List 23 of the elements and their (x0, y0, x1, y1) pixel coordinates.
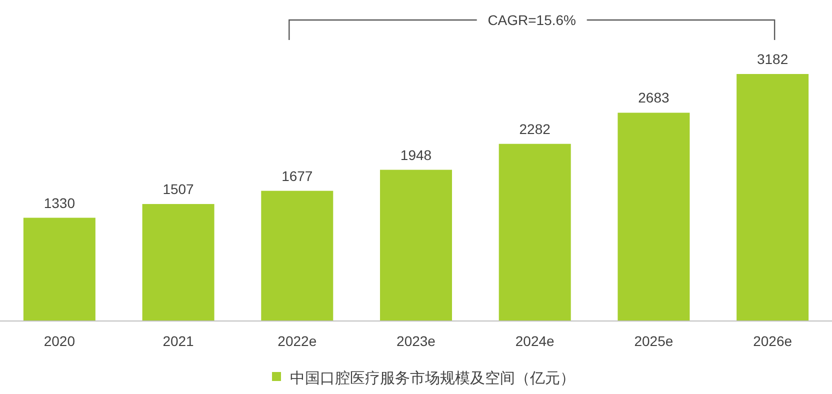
x-tick-label: 2023e (396, 333, 436, 349)
bar (498, 144, 571, 321)
bar (142, 204, 214, 321)
data-label: 3182 (756, 51, 788, 67)
x-tick-label: 2025e (634, 333, 674, 349)
bar (618, 112, 690, 321)
data-label: 1330 (44, 194, 76, 211)
x-tick-label: 2022e (278, 333, 317, 349)
x-tick-label: 2021 (162, 333, 194, 349)
bar (736, 74, 809, 321)
x-tick-label: 2026e (753, 333, 792, 349)
data-label: 2683 (638, 90, 670, 106)
data-label: 1507 (162, 181, 194, 198)
text: CAGR=15.6% (488, 12, 576, 28)
bar (23, 218, 96, 321)
x-tick-label: 2020 (44, 333, 76, 349)
data-label: 2282 (519, 120, 551, 137)
bar (380, 170, 452, 321)
data-label: 1948 (400, 146, 432, 163)
legend-label: 中国口腔医疗服务市场规模及空间（亿元） (290, 370, 575, 387)
x-tick-label: 2024e (515, 333, 555, 349)
data-label: 1677 (282, 168, 313, 184)
bar (261, 190, 334, 321)
